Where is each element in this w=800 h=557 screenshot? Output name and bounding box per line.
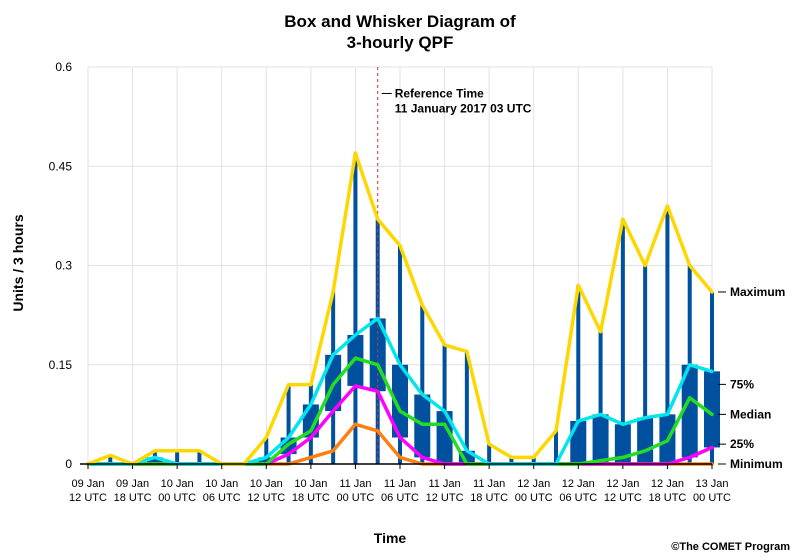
reference-label: Reference Time (395, 86, 484, 100)
axes: 0 0.15 0.3 0.45 0.6 09 Jan 12 UTC 09 Jan 18 UTC 1… (49, 60, 731, 504)
whisker (175, 450, 180, 464)
x-tick-label: 18 UTC (292, 492, 330, 504)
x-tick-label: 12 UTC (604, 492, 642, 504)
whisker (487, 444, 492, 464)
x-tick-label: 10 Jan (250, 478, 283, 490)
series-label: Median (730, 407, 771, 421)
whisker (665, 205, 670, 464)
x-tick-label: 12 Jan (562, 478, 595, 490)
whisker (353, 153, 358, 464)
x-tick-label: 12 Jan (517, 478, 550, 490)
x-tick-label: 00 UTC (693, 492, 731, 504)
box (704, 371, 720, 448)
series-label: Minimum (730, 457, 783, 471)
box (258, 457, 275, 464)
y-tick-label: 0.6 (55, 60, 72, 74)
whisker (509, 457, 514, 464)
series-label: Maximum (730, 285, 785, 299)
y-tick-label: 0.45 (49, 159, 73, 173)
box (146, 457, 163, 464)
y-tick-label: 0.15 (49, 358, 73, 372)
series-label: 75% (730, 377, 754, 391)
credit: ©The COMET Program (671, 541, 790, 553)
series-end-labels: Maximum 75% Median 25% Minimum (718, 285, 785, 471)
x-tick-label: 13 Jan (695, 478, 728, 490)
whisker (464, 351, 469, 464)
x-tick-label: 00 UTC (336, 492, 374, 504)
x-tick-label: 11 Jan (473, 478, 505, 490)
series-line-maximum (86, 151, 714, 466)
whisker (197, 450, 202, 464)
x-tick-label: 10 Jan (205, 478, 238, 490)
reference-time: 11 January 2017 03 UTC (395, 101, 532, 115)
whisker (420, 305, 425, 464)
whisker (264, 437, 269, 464)
x-tick-label: 18 UTC (114, 492, 152, 504)
x-tick-label: 10 Jan (161, 478, 194, 490)
box (570, 420, 587, 464)
box (614, 424, 631, 464)
whisker (620, 219, 625, 464)
x-tick-label: 11 Jan (339, 478, 371, 490)
x-tick-label: 11 Jan (384, 478, 416, 490)
box (681, 364, 698, 458)
box (392, 364, 408, 438)
whisker (108, 455, 113, 464)
x-tick-label: 09 Jan (71, 478, 104, 490)
box-layer (108, 153, 720, 464)
x-tick-label: 18 UTC (470, 492, 508, 504)
x-tick-label: 00 UTC (515, 492, 553, 504)
y-axis-label: Units / 3 hours (10, 214, 26, 312)
x-tick-label: 06 UTC (559, 492, 597, 504)
x-tick-label: 09 Jan (116, 478, 149, 490)
x-tick-label: 12 UTC (69, 492, 107, 504)
whisker (398, 245, 402, 464)
y-tick-label: 0.3 (55, 259, 72, 273)
x-tick-label: 12 Jan (606, 478, 639, 490)
whisker (531, 457, 536, 464)
x-tick-label: 12 UTC (247, 492, 285, 504)
chart-subtitle: 3-hourly QPF (346, 33, 454, 52)
x-tick-label: 11 Jan (428, 478, 460, 490)
whisker (442, 344, 447, 464)
box (637, 417, 654, 464)
x-tick-label: 10 Jan (294, 478, 327, 490)
series-label: 25% (730, 437, 754, 451)
whisker (286, 384, 291, 464)
x-tick-label: 18 UTC (648, 492, 686, 504)
whisker (598, 331, 603, 464)
x-tick-label: 12 UTC (426, 492, 464, 504)
x-axis-label: Time (373, 530, 407, 546)
x-tick-label: 00 UTC (158, 492, 196, 504)
x-tick-label: 12 Jan (651, 478, 684, 490)
whisker (554, 430, 558, 464)
y-tick-label: 0 (65, 457, 72, 471)
whisker (576, 285, 581, 464)
x-tick-label: 06 UTC (381, 492, 419, 504)
whisker (643, 265, 648, 464)
x-tick-label: 06 UTC (203, 492, 241, 504)
box (592, 414, 609, 464)
chart-title: Box and Whisker Diagram of (284, 12, 516, 31)
